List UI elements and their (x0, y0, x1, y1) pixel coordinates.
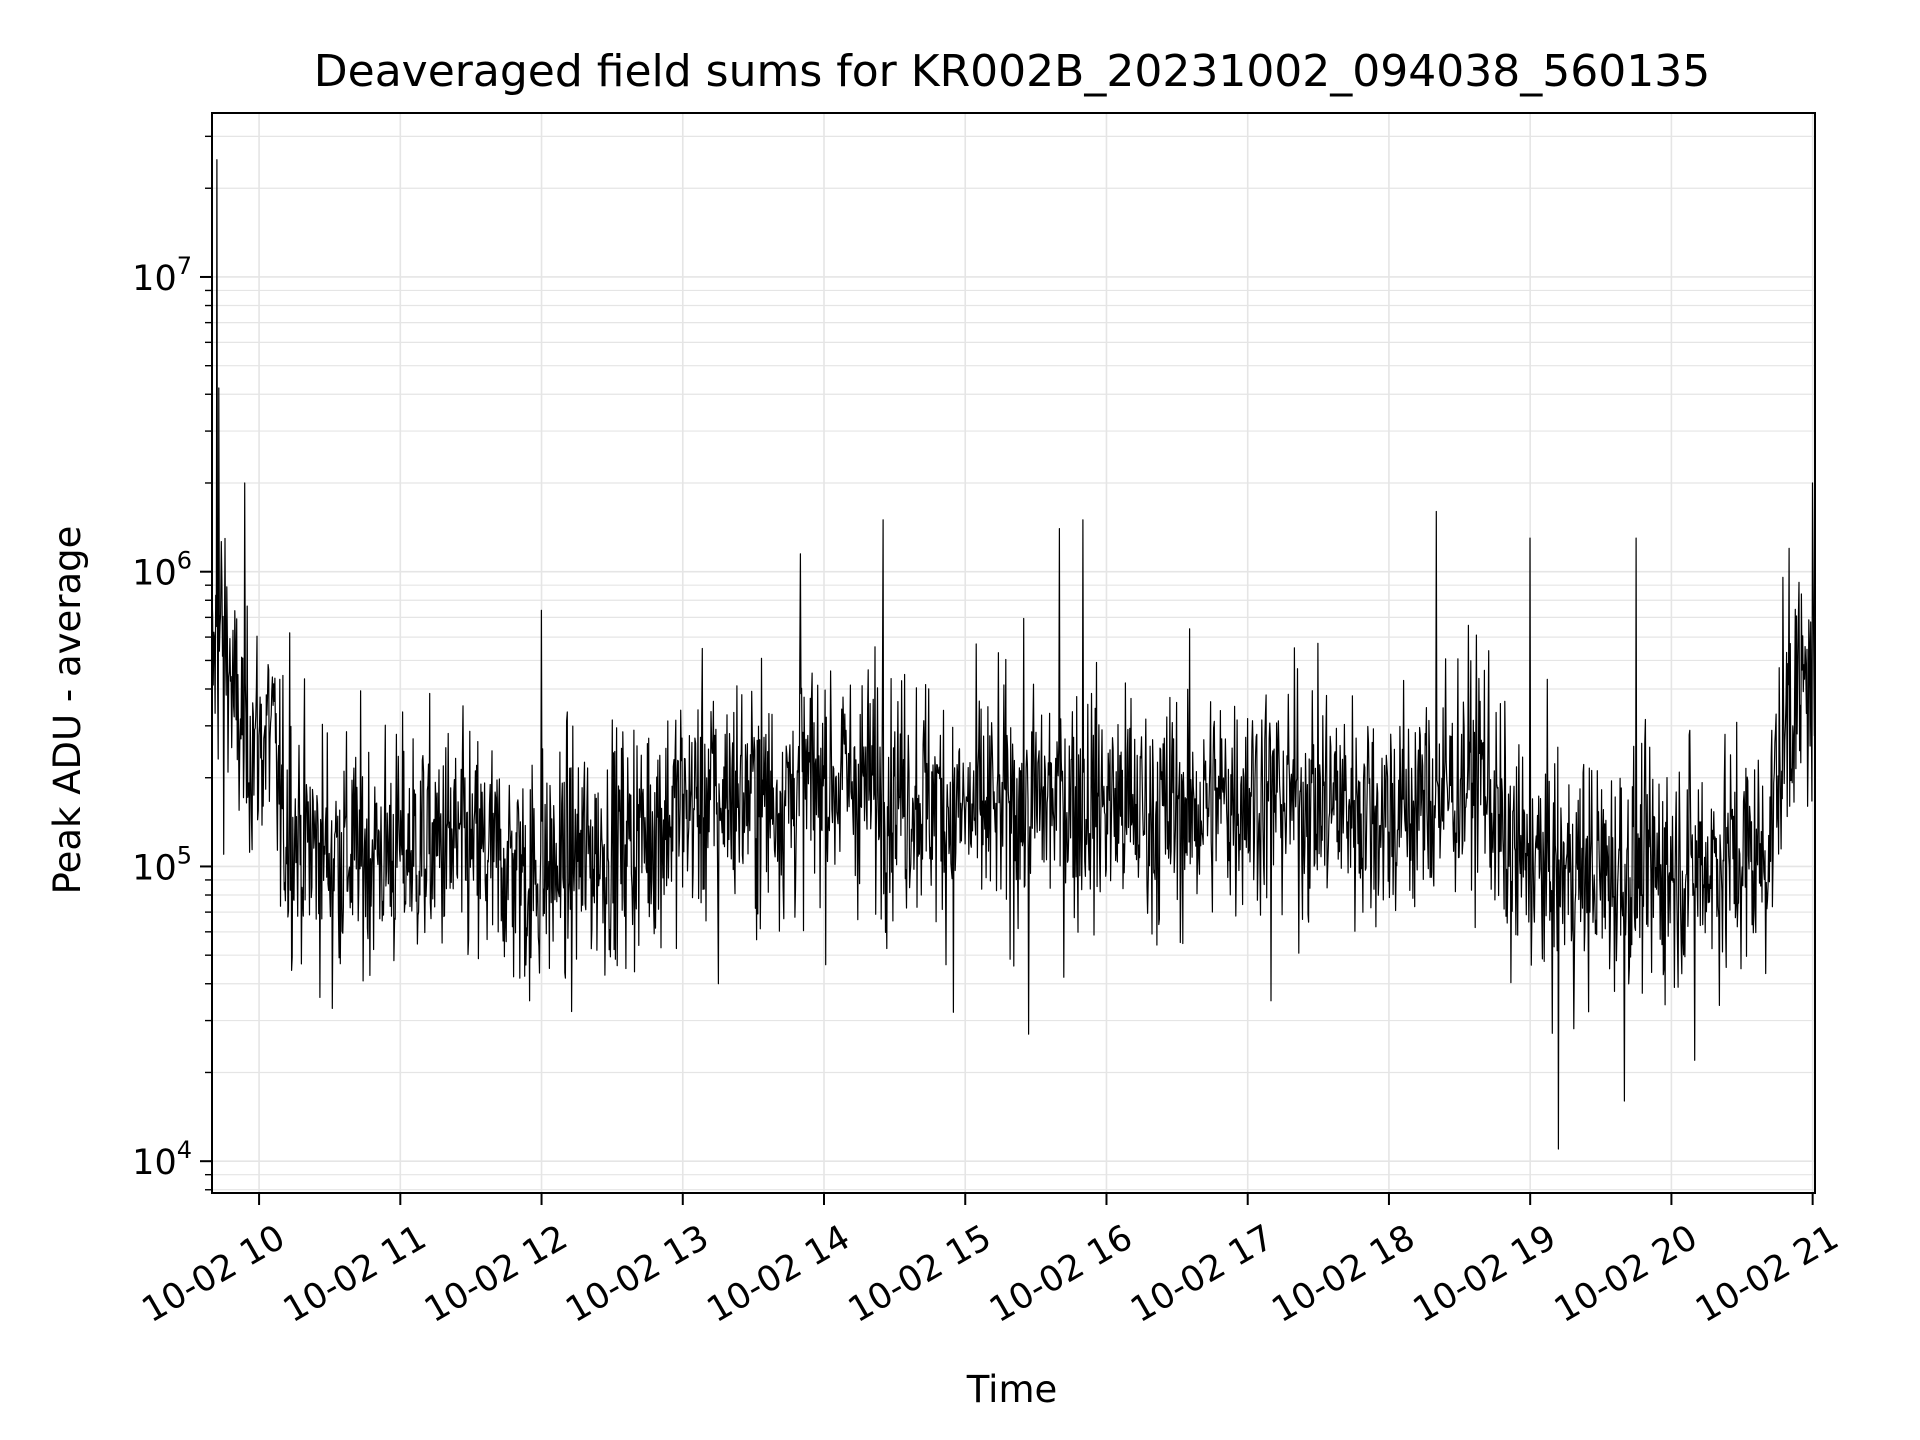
chart-title: Deaveraged field sums for KR002B_2023100… (314, 46, 1710, 97)
y-tick-label: 105 (132, 841, 192, 888)
y-tick-label: 107 (132, 252, 192, 299)
x-axis-label: Time (966, 1368, 1058, 1411)
y-ticks: 104 105 106 107 (132, 135, 212, 1191)
y-axis-label: Peak ADU - average (46, 526, 89, 895)
plot-frame (211, 112, 1816, 1194)
y-tick-label: 104 (132, 1136, 192, 1183)
series-layer (211, 159, 1816, 1150)
y-tick-label: 106 (132, 547, 192, 594)
series-line (211, 159, 1816, 1150)
